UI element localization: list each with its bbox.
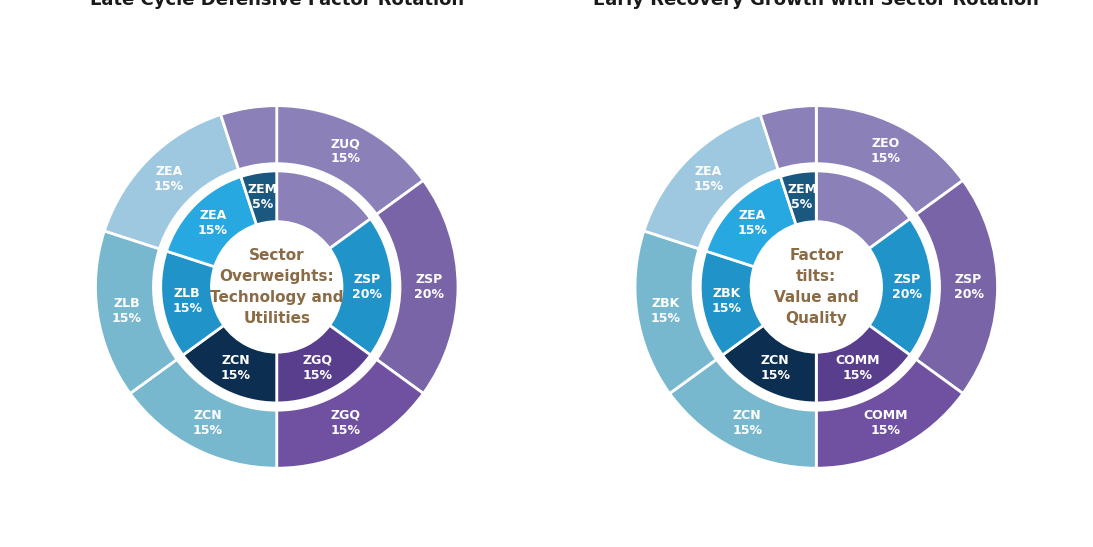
Text: ZEA
15%: ZEA 15% [198, 209, 227, 237]
Title: Late Cycle Defensive Factor Rotation: Late Cycle Defensive Factor Rotation [90, 0, 463, 9]
Text: ZSP
20%: ZSP 20% [352, 273, 383, 301]
Text: ZSP
20%: ZSP 20% [892, 273, 921, 301]
Text: Factor
tilts:
Value and
Quality: Factor tilts: Value and Quality [774, 248, 859, 326]
Text: ZEA
15%: ZEA 15% [737, 209, 767, 237]
Text: ZBK
15%: ZBK 15% [651, 296, 681, 325]
Wedge shape [183, 325, 277, 403]
Wedge shape [780, 171, 816, 225]
Text: ZCN
15%: ZCN 15% [760, 354, 790, 382]
Text: ZBK
15%: ZBK 15% [712, 287, 742, 315]
Wedge shape [816, 106, 963, 214]
Text: ZEO
15%: ZEO 15% [870, 137, 901, 165]
Wedge shape [240, 171, 277, 225]
Text: COMM
15%: COMM 15% [863, 409, 907, 437]
Wedge shape [706, 177, 796, 267]
Wedge shape [104, 114, 238, 249]
Title: Early Recovery Growth with Sector Rotation: Early Recovery Growth with Sector Rotati… [593, 0, 1039, 9]
Wedge shape [816, 325, 910, 403]
Text: ZEM
5%: ZEM 5% [247, 183, 278, 211]
Wedge shape [277, 106, 423, 214]
Text: ZCN
15%: ZCN 15% [221, 354, 250, 382]
Wedge shape [277, 171, 371, 248]
Text: ZGQ
15%: ZGQ 15% [331, 409, 361, 437]
Wedge shape [869, 219, 932, 355]
Wedge shape [166, 177, 257, 267]
Wedge shape [916, 181, 998, 393]
Text: ZEA
15%: ZEA 15% [694, 165, 724, 193]
Wedge shape [761, 106, 816, 170]
Wedge shape [701, 251, 764, 355]
Wedge shape [816, 359, 963, 468]
Wedge shape [95, 231, 177, 393]
Wedge shape [644, 114, 778, 249]
Wedge shape [670, 359, 816, 468]
Text: ZEA
15%: ZEA 15% [154, 165, 184, 193]
Wedge shape [130, 359, 277, 468]
Text: COMM
15%: COMM 15% [835, 354, 880, 382]
Text: ZCN
15%: ZCN 15% [192, 409, 223, 437]
Text: ZCN
15%: ZCN 15% [732, 409, 762, 437]
Wedge shape [329, 219, 392, 355]
Text: ZLB
15%: ZLB 15% [173, 287, 202, 315]
Text: ZSP
20%: ZSP 20% [953, 273, 984, 301]
Wedge shape [816, 171, 910, 248]
Text: ZGQ
15%: ZGQ 15% [303, 354, 333, 382]
Text: Sector
Overweights:
Technology and
Utilities: Sector Overweights: Technology and Utili… [210, 248, 343, 326]
Text: ZSP
20%: ZSP 20% [414, 273, 444, 301]
Wedge shape [635, 231, 717, 393]
Wedge shape [161, 251, 224, 355]
Text: ZUQ
15%: ZUQ 15% [331, 137, 361, 165]
Wedge shape [277, 359, 423, 468]
Wedge shape [221, 106, 277, 170]
Wedge shape [277, 325, 371, 403]
Text: ZLB
15%: ZLB 15% [111, 296, 141, 325]
Wedge shape [722, 325, 816, 403]
Text: ZEM
5%: ZEM 5% [787, 183, 818, 211]
Wedge shape [376, 181, 458, 393]
